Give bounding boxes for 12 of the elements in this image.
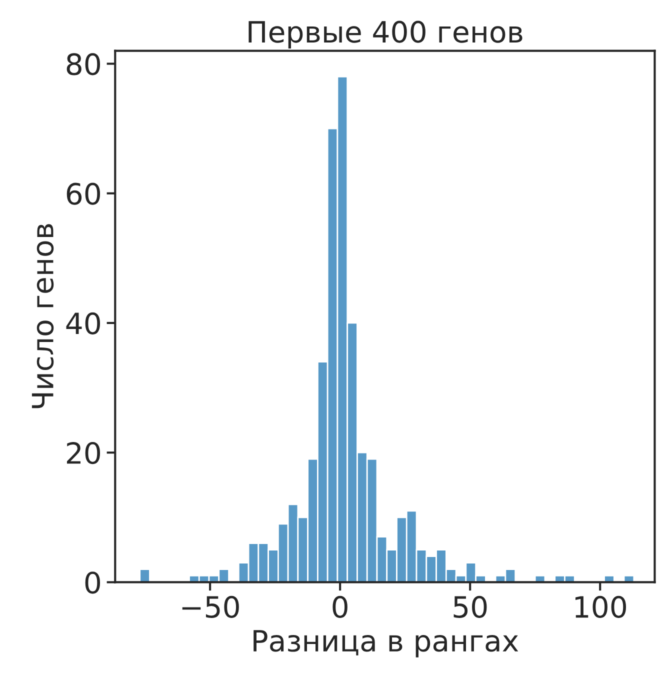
chart-title: Первые 400 генов: [248, 20, 522, 49]
y-tick-label: 0: [85, 572, 100, 594]
x-tick-label: 50: [454, 596, 487, 618]
x-axis-title: Разница в рангах: [254, 630, 518, 658]
y-tick-label: 60: [66, 182, 100, 205]
y-axis-title: Число генов: [32, 224, 54, 408]
x-tick-label: 100: [575, 596, 626, 618]
x-tick-label: 0: [332, 596, 348, 618]
y-tick-label: 80: [66, 53, 100, 76]
y-tick-label: 20: [66, 442, 100, 464]
y-tick-label: 40: [66, 312, 100, 334]
x-tick-label: −50: [182, 596, 239, 618]
